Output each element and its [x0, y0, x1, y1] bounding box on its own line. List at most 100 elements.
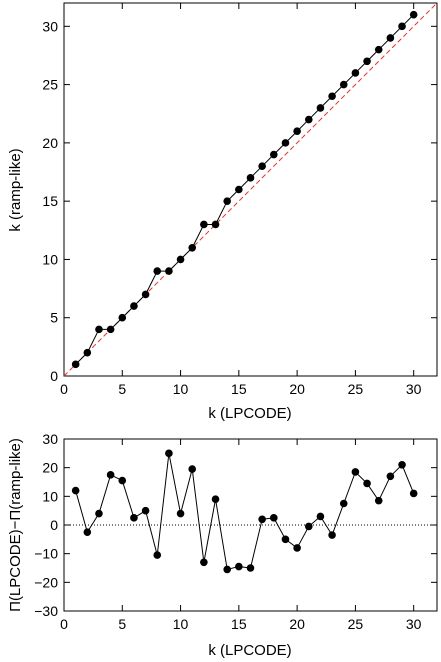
top-y-tick-label: 20 — [42, 135, 58, 151]
bottom-data-point — [95, 509, 103, 518]
top-x-tick-label: 15 — [231, 381, 247, 397]
top-data-point — [339, 80, 348, 89]
top-data-point — [270, 150, 278, 159]
bottom-data-point — [223, 565, 231, 574]
bottom-data-point — [339, 499, 348, 508]
top-data-point — [83, 348, 92, 357]
top-y-tick-label: 10 — [42, 251, 58, 267]
bottom-data-point — [83, 528, 92, 536]
top-x-tick-label: 25 — [348, 381, 364, 397]
bottom-data-point — [386, 472, 395, 481]
top-y-axis-label: k (ramp-like) — [7, 148, 24, 231]
top-data-point — [235, 185, 243, 194]
top-data-point — [351, 69, 360, 77]
bottom-data-point — [176, 509, 185, 518]
bottom-data-point — [71, 486, 80, 495]
top-x-tick-label: 20 — [289, 381, 305, 397]
bottom-data-point — [188, 465, 197, 473]
bottom-data-point — [374, 496, 383, 505]
bottom-data-point — [106, 471, 115, 479]
bottom-data-point — [130, 514, 138, 522]
top-data-point — [293, 127, 301, 136]
top-series — [71, 10, 418, 369]
bottom-data-point — [118, 476, 127, 485]
top-plot-frame — [63, 2, 438, 377]
top-data-point — [258, 162, 266, 170]
bottom-data-point — [211, 495, 220, 504]
bottom-y-tick-label: −20 — [34, 574, 58, 590]
bottom-data-point — [328, 531, 336, 539]
bottom-series — [71, 449, 418, 574]
bottom-y-tick-label: −30 — [34, 603, 58, 619]
top-data-point — [211, 220, 220, 229]
top-data-point — [281, 139, 290, 147]
bottom-y-tick-label: 30 — [42, 431, 58, 447]
bottom-x-tick-label: 20 — [289, 616, 305, 632]
top-data-point — [141, 290, 150, 299]
top-x-tick-label: 30 — [406, 381, 422, 397]
top-data-point — [304, 115, 313, 124]
bottom-data-point — [200, 558, 208, 567]
bottom-data-point — [141, 506, 150, 515]
top-data-point — [363, 57, 371, 66]
bottom-data-point — [316, 512, 325, 521]
bottom-series-line — [75, 453, 415, 571]
bottom-ticks: 0 5 10 15 20 25 30 −30 −20 −10 0 10 20 30 — [34, 431, 437, 632]
top-data-point — [386, 34, 395, 42]
bottom-data-point — [165, 449, 173, 458]
top-data-point — [188, 243, 197, 252]
top-data-point — [95, 325, 103, 334]
top-y-tick-label: 15 — [42, 193, 58, 209]
top-panel: 0 5 10 15 20 25 30 0 5 10 15 20 25 30 k (LPCODE) k (r… — [7, 2, 438, 422]
bottom-data-point — [270, 514, 278, 522]
bottom-x-tick-label: 15 — [231, 616, 247, 632]
bottom-y-tick-label: 10 — [42, 488, 58, 504]
top-y-tick-label: 25 — [42, 77, 58, 93]
bottom-data-point — [351, 468, 360, 476]
top-data-point — [328, 92, 336, 101]
top-x-tick-label: 10 — [173, 381, 189, 397]
bottom-data-point — [235, 562, 243, 571]
top-data-point — [246, 174, 255, 182]
bottom-data-point — [409, 489, 418, 498]
bottom-y-tick-label: −10 — [34, 546, 58, 562]
bottom-data-point — [304, 522, 313, 531]
bottom-y-axis-label: Π(LPCODE)−Π(ramp-like) — [7, 438, 24, 612]
top-x-tick-label: 5 — [118, 381, 126, 397]
top-ticks: 0 5 10 15 20 25 30 0 5 10 15 20 25 30 — [42, 3, 437, 397]
top-data-point — [223, 197, 231, 205]
top-data-point — [316, 104, 325, 112]
bottom-x-tick-label: 10 — [173, 616, 189, 632]
bottom-data-point — [258, 515, 266, 524]
bottom-data-point — [398, 461, 406, 469]
bottom-data-point — [153, 551, 162, 559]
bottom-x-axis-label: k (LPCODE) — [208, 642, 291, 659]
top-data-point — [71, 360, 80, 369]
bottom-y-tick-label: 0 — [50, 517, 58, 533]
bottom-x-tick-label: 30 — [406, 616, 422, 632]
bottom-x-tick-label: 25 — [348, 616, 364, 632]
top-y-tick-label: 5 — [50, 310, 58, 326]
bottom-x-tick-label: 5 — [118, 616, 126, 632]
top-x-tick-label: 0 — [60, 381, 68, 397]
top-data-point — [398, 22, 406, 31]
bottom-data-point — [281, 535, 290, 544]
top-data-point — [165, 267, 173, 275]
top-data-point — [130, 302, 138, 310]
top-data-point — [118, 313, 127, 322]
top-data-point — [409, 10, 418, 19]
top-y-tick-label: 0 — [50, 368, 58, 384]
top-data-point — [374, 45, 383, 54]
bottom-data-point — [293, 544, 301, 552]
top-data-point — [200, 220, 208, 229]
top-y-tick-label: 30 — [42, 18, 58, 34]
top-data-point — [106, 325, 115, 334]
top-x-axis-label: k (LPCODE) — [208, 405, 291, 422]
bottom-y-tick-label: 20 — [42, 460, 58, 476]
bottom-x-tick-label: 0 — [60, 616, 68, 632]
top-series-line — [75, 14, 415, 365]
bottom-data-point — [363, 479, 371, 488]
bottom-data-point — [246, 564, 255, 572]
